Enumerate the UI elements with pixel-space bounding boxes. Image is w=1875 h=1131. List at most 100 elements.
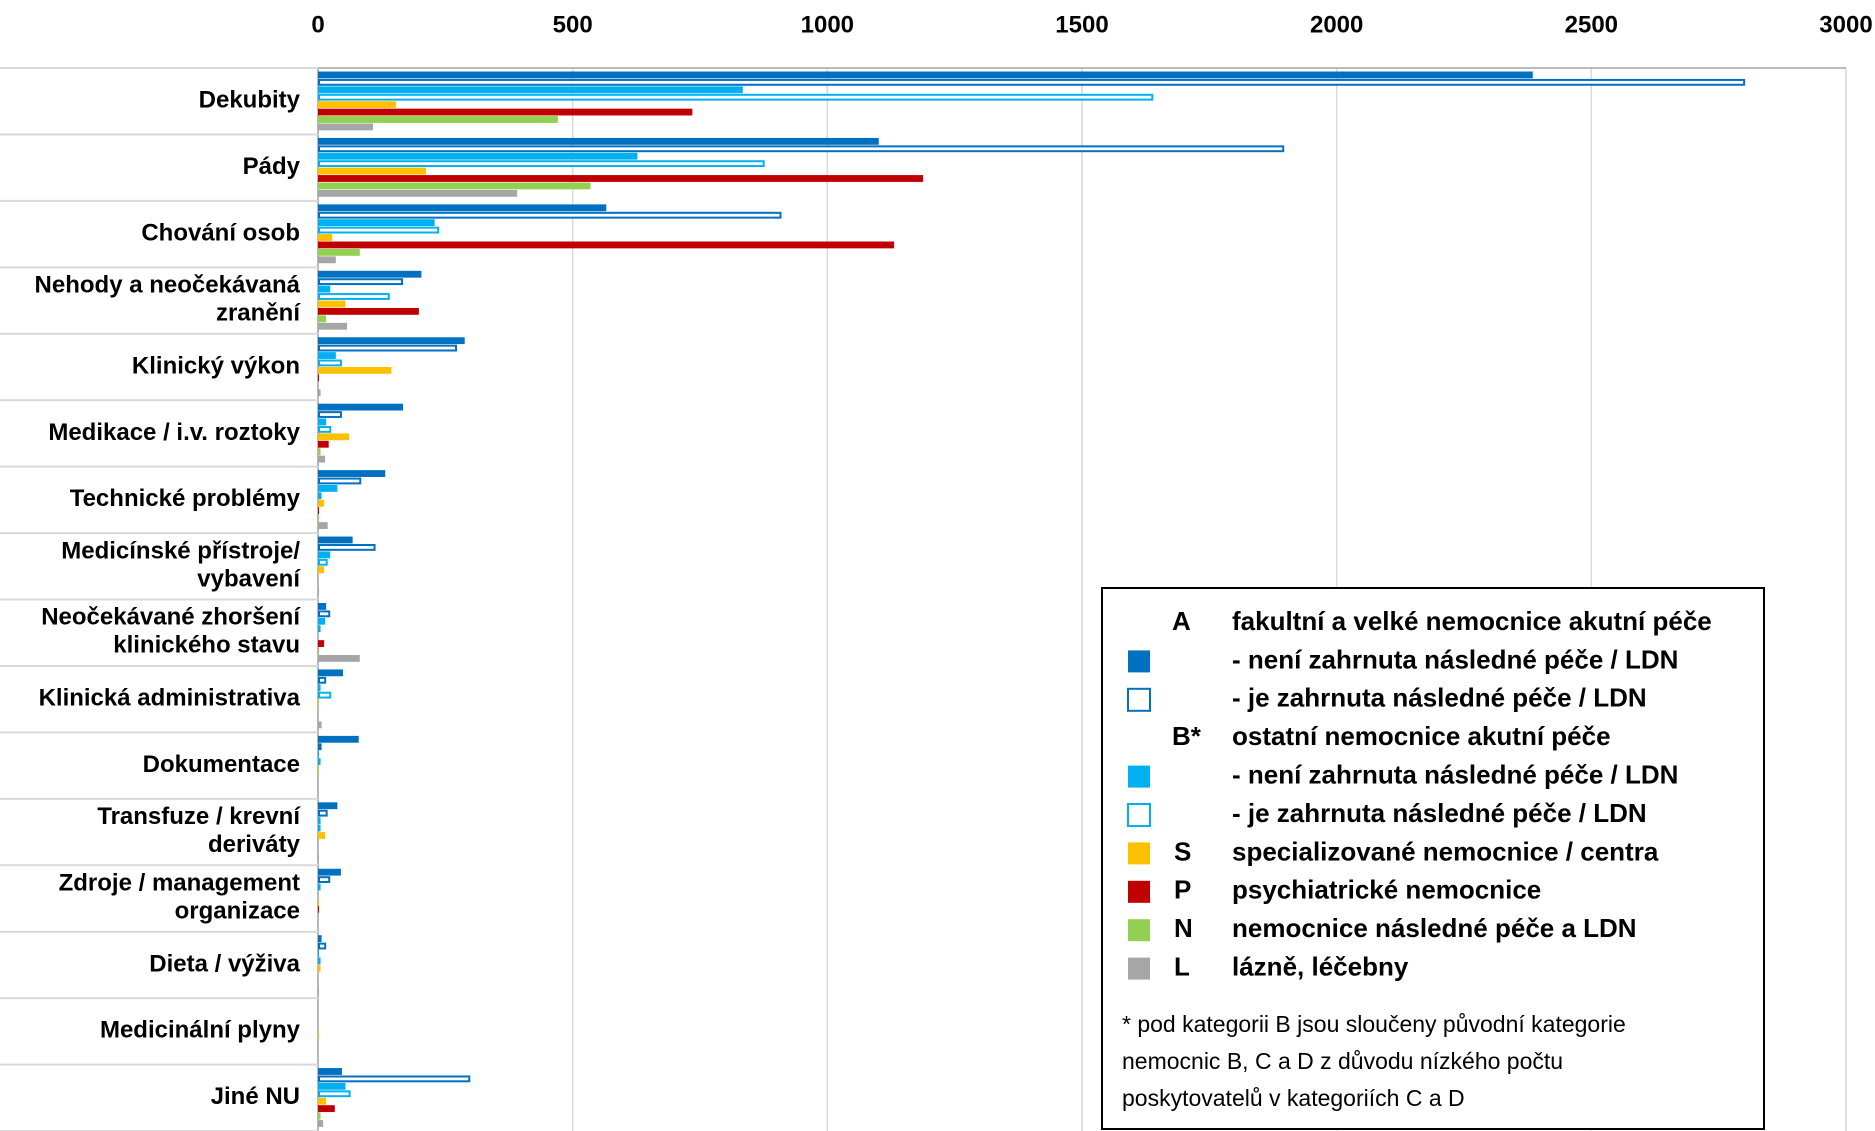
- x-tick-label: 3000: [1819, 11, 1872, 38]
- bar: [318, 477, 362, 485]
- legend-label: - je zahrnuta následné péče / LDN: [1232, 798, 1647, 828]
- legend-box: [1101, 587, 1765, 1130]
- legend-code: N: [1174, 913, 1193, 943]
- category-label: Neočekávané zhoršení klinického stavu: [41, 604, 301, 659]
- bar: [318, 78, 1746, 86]
- bar: [318, 160, 765, 168]
- bar: [318, 935, 322, 943]
- legend-label: - je zahrnuta následné péče / LDN: [1232, 683, 1647, 713]
- bar: [318, 278, 404, 286]
- bar: [318, 455, 326, 463]
- bar: [318, 640, 325, 647]
- bar: [318, 809, 328, 817]
- category-label: Dokumentace: [143, 751, 300, 778]
- bar: [318, 71, 1533, 79]
- legend-group-label: fakultní a velké nemocnice akutní péče: [1232, 606, 1712, 636]
- x-tick-label: 1000: [801, 11, 854, 38]
- bar: [318, 256, 336, 264]
- category-label: Pády: [243, 153, 301, 180]
- legend-swatch: [1128, 650, 1150, 673]
- bar: [318, 964, 321, 972]
- category-label: Chování osob: [141, 219, 300, 246]
- bar: [318, 750, 320, 758]
- bar: [318, 551, 331, 559]
- bar: [318, 987, 320, 995]
- bar: [318, 219, 435, 227]
- bar: [318, 1120, 324, 1127]
- legend-swatch: [1128, 765, 1150, 788]
- bar: [318, 824, 321, 832]
- legend-swatch: [1128, 919, 1150, 942]
- bar: [318, 116, 558, 123]
- bar: [318, 352, 336, 359]
- bar: [318, 108, 693, 116]
- bar: [318, 1031, 320, 1039]
- bar: [318, 566, 325, 574]
- bar: [318, 389, 321, 397]
- bar: [318, 883, 321, 891]
- bar: [318, 344, 458, 352]
- x-tick-label: 2500: [1565, 11, 1618, 38]
- category-label: Transfuze / krevní deriváty: [97, 803, 301, 858]
- bar: [318, 942, 327, 950]
- bar: [318, 182, 591, 190]
- bar: [318, 950, 320, 957]
- bar: [318, 86, 743, 94]
- category-label: Klinická administrativa: [39, 685, 301, 712]
- bar: [318, 448, 321, 456]
- bar: [318, 898, 320, 906]
- bar: [318, 403, 404, 411]
- bar: [318, 484, 338, 492]
- bar: [318, 300, 346, 308]
- bar: [318, 226, 440, 234]
- bar: [318, 374, 320, 382]
- category-label: Technické problémy: [70, 485, 301, 512]
- legend-label: - není zahrnuta následné péče / LDN: [1232, 759, 1678, 789]
- legend-group-label: ostatní nemocnice akutní péče: [1232, 721, 1611, 751]
- bar: [318, 832, 326, 839]
- category-label: Dekubity: [199, 87, 301, 114]
- bar: [318, 905, 320, 913]
- bar: [318, 307, 419, 315]
- bar: [318, 499, 325, 507]
- bar: [318, 411, 342, 418]
- bar: [318, 743, 322, 751]
- bar: [318, 189, 518, 197]
- x-tick-label: 0: [311, 11, 324, 38]
- bar: [318, 204, 607, 212]
- bar: [318, 543, 376, 551]
- legend-group-code: B*: [1172, 721, 1202, 751]
- category-label: Jiné NU: [211, 1083, 300, 1110]
- bar: [318, 175, 924, 182]
- legend-label: psychiatrické nemocnice: [1232, 875, 1541, 905]
- bar: [318, 1082, 346, 1090]
- bar: [318, 285, 331, 293]
- bar: [318, 558, 328, 566]
- bar: [318, 684, 321, 692]
- bar: [318, 433, 350, 441]
- bar: [318, 248, 360, 256]
- bar: [318, 676, 327, 684]
- legend-swatch: [1127, 803, 1151, 827]
- legend-note: * pod kategorii B jsou sloučeny původní …: [1122, 1011, 1626, 1037]
- bar: [318, 603, 327, 610]
- bar: [318, 669, 343, 677]
- x-tick-label: 1500: [1055, 11, 1108, 38]
- bar: [318, 868, 341, 876]
- bar: [318, 270, 422, 278]
- bar: [318, 522, 328, 529]
- bar: [318, 625, 321, 633]
- legend-code: P: [1174, 875, 1191, 905]
- bar: [318, 167, 426, 175]
- bar: [318, 765, 320, 773]
- category-label: Nehody a neočekávaná zranění: [35, 272, 302, 327]
- category-label: Medicínské přístroje/vybavení: [61, 538, 301, 593]
- bar: [318, 536, 353, 544]
- bar: [318, 802, 338, 810]
- legend-group-code: A: [1172, 606, 1191, 636]
- bar: [318, 315, 327, 323]
- bar: [318, 1112, 321, 1120]
- bar: [318, 721, 322, 729]
- legend-code: S: [1174, 836, 1191, 866]
- bar: [318, 293, 390, 300]
